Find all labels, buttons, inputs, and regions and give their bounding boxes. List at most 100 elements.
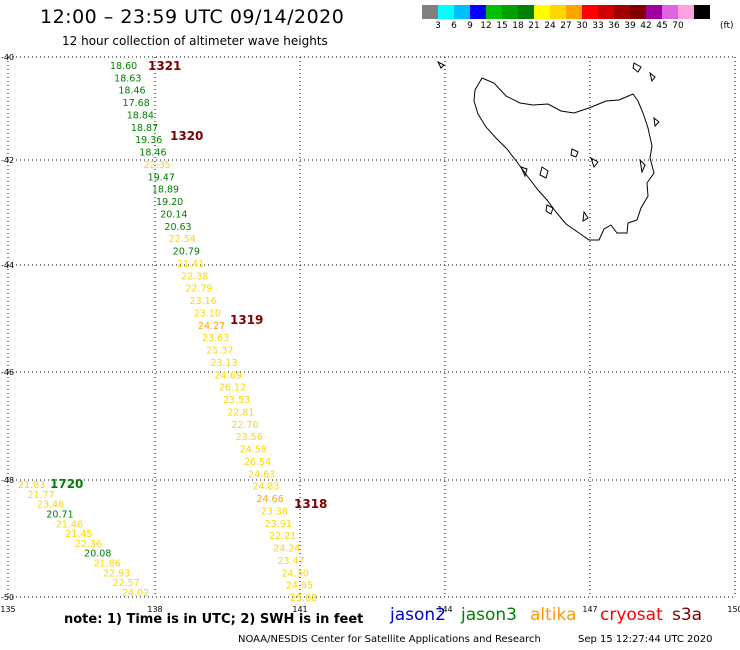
satellite-altika: altika (530, 605, 577, 625)
swh-value: 24.24 (273, 544, 300, 555)
tasmania-coastline (436, 60, 660, 241)
satellite-s3a: s3a (672, 605, 703, 625)
swh-value: 19.36 (135, 135, 162, 146)
pass-number: 1321 (148, 59, 181, 73)
swh-value: 18.46 (118, 86, 145, 97)
scale-swatch (502, 5, 518, 19)
scale-swatch (614, 5, 630, 19)
scale-swatch (582, 5, 598, 19)
swh-value: 20.08 (84, 549, 111, 560)
scale-swatch (694, 5, 710, 19)
swh-value: 22.54 (169, 234, 196, 245)
swh-value: 22.57 (113, 578, 140, 589)
scale-swatch (534, 5, 550, 19)
pass-labels: 1321 1320 1319 1318 1720 (50, 59, 327, 511)
wave-height-points: 18.6018.6318.4617.6818.8418.8719.3618.46… (18, 61, 317, 604)
swh-value: 18.63 (114, 73, 141, 84)
scale-label: 6 (451, 21, 457, 31)
scale-label: 45 (656, 21, 668, 31)
swh-value: 22.70 (231, 420, 258, 431)
swh-value: 21.41 (177, 259, 204, 270)
lon-label: 135 (0, 605, 15, 614)
swh-value: 22.79 (185, 284, 212, 295)
swh-value: 25.08 (290, 593, 317, 604)
swh-value: 21.83 (18, 480, 45, 491)
scale-label: 18 (512, 21, 524, 31)
scale-swatch (486, 5, 502, 19)
pass-number: 1318 (294, 497, 327, 511)
scale-label: 3 (435, 21, 441, 31)
satellite-jason3: jason3 (461, 605, 517, 625)
swh-value: 18.46 (139, 148, 166, 159)
swh-value: 24.83 (252, 482, 279, 493)
swh-value: 20.71 (46, 509, 73, 520)
scale-label: 70 (672, 21, 684, 31)
credit-text: NOAA/NESDIS Center for Satellite Applica… (238, 634, 541, 645)
scale-swatch (566, 5, 582, 19)
swh-value: 19.47 (148, 172, 175, 183)
scale-label: 15 (496, 21, 508, 31)
swh-value: 23.91 (265, 519, 292, 530)
latitude-labels: -40 -42 -44 -46 -48 -50 (1, 53, 14, 602)
swh-value: 23.38 (261, 506, 288, 517)
swh-value: 18.89 (152, 185, 179, 196)
lat-label: -44 (1, 261, 14, 270)
lat-label: -40 (1, 53, 14, 62)
pass-number: 1320 (170, 129, 203, 143)
swh-value: 23.16 (190, 296, 217, 307)
swh-value: 24.27 (198, 321, 225, 332)
scale-label: 9 (467, 21, 473, 31)
swh-value: 22.93 (103, 568, 130, 579)
scale-swatch (454, 5, 470, 19)
scale-swatch (438, 5, 454, 19)
lon-label: 147 (582, 605, 597, 614)
swh-value: 23.48 (37, 500, 64, 511)
swh-value: 22.81 (227, 407, 254, 418)
lon-label: 141 (292, 605, 307, 614)
swh-value: 23.10 (194, 308, 221, 319)
lat-label: -42 (1, 156, 14, 165)
scale-label: 42 (640, 21, 652, 31)
color-scale-bar (422, 5, 710, 19)
swh-value: 26.12 (219, 383, 246, 394)
swh-value: 21.45 (65, 529, 92, 540)
scale-swatch (678, 5, 694, 19)
satellite-jason2: jason2 (390, 605, 446, 625)
scale-label: 12 (480, 21, 492, 31)
scale-swatch (470, 5, 486, 19)
timestamp-text: Sep 15 12:27:44 UTC 2020 (578, 634, 713, 645)
swh-value: 26.54 (244, 457, 271, 468)
swh-value: 22.21 (269, 531, 296, 542)
longitude-labels: 135 138 141 144 147 150 (0, 605, 740, 614)
lat-label: -48 (1, 476, 14, 485)
lon-label: 150 (727, 605, 740, 614)
swh-value: 22.38 (181, 271, 208, 282)
scale-swatch (598, 5, 614, 19)
color-scale-unit: (ft) (720, 21, 734, 31)
swh-value: 21.86 (94, 559, 121, 570)
scale-label: 30 (576, 21, 588, 31)
lat-label: -46 (1, 368, 14, 377)
lat-label: -50 (1, 593, 14, 602)
swh-value: 22.35 (143, 160, 170, 171)
swh-value: 24.58 (240, 445, 267, 456)
page-subtitle: 12 hour collection of altimeter wave hei… (62, 34, 328, 48)
swh-value: 20.79 (173, 247, 200, 258)
scale-label: 33 (592, 21, 604, 31)
swh-value: 23.53 (223, 395, 250, 406)
swh-value: 24.95 (286, 581, 313, 592)
swh-value: 24.02 (122, 588, 149, 599)
scale-label: 36 (608, 21, 620, 31)
satellite-cryosat: cryosat (600, 605, 663, 625)
footer-note: note: 1) Time is in UTC; 2) SWH is in fe… (64, 612, 364, 627)
pass-number: 1319 (230, 313, 263, 327)
swh-value: 18.84 (127, 110, 154, 121)
scale-swatch (646, 5, 662, 19)
scale-swatch (422, 5, 438, 19)
swh-value: 21.46 (56, 519, 83, 530)
scale-swatch (518, 5, 534, 19)
scale-swatch (630, 5, 646, 19)
scale-label: 21 (528, 21, 540, 31)
swh-value: 21.77 (27, 490, 54, 501)
